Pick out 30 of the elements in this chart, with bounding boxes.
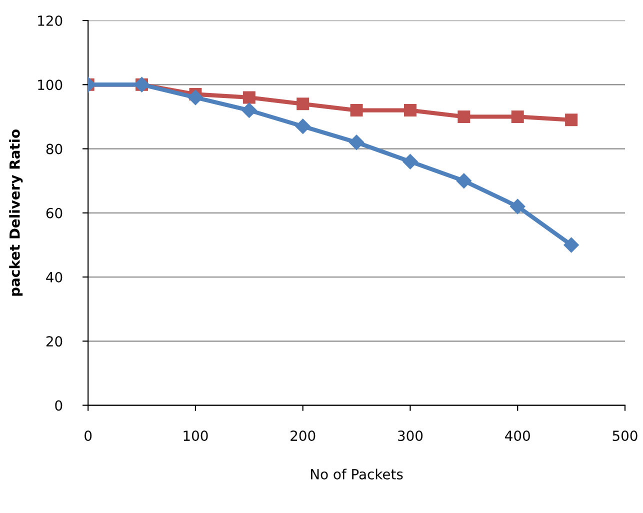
point <box>404 104 416 117</box>
point <box>458 110 470 123</box>
point <box>456 173 472 188</box>
x-tick-label: 100 <box>184 430 208 442</box>
y-tick-label: 80 <box>46 144 62 154</box>
point <box>188 90 204 106</box>
y-tick-label: 0 <box>55 400 62 411</box>
x-tick-label: 0 <box>84 430 92 442</box>
x-tick-label: 200 <box>290 430 316 442</box>
y-tick-label: 40 <box>46 272 62 282</box>
x-tick-label: 400 <box>505 430 530 442</box>
x-tick-label: 300 <box>398 430 423 442</box>
y-tick-label: 20 <box>46 336 62 347</box>
point <box>348 134 364 150</box>
point <box>350 104 363 117</box>
point <box>295 118 310 134</box>
y-tick-label: 60 <box>46 208 62 218</box>
x-axis-title: No of Packets <box>311 468 403 480</box>
y-tick-label: 120 <box>38 15 62 26</box>
point <box>296 98 310 110</box>
x-tick-label: 500 <box>612 430 638 442</box>
point <box>511 110 524 123</box>
point <box>242 91 256 104</box>
point <box>402 154 418 170</box>
point <box>510 198 526 214</box>
y-axis-title: packet Delivery Ratio <box>9 129 23 296</box>
point <box>564 237 579 253</box>
point <box>565 114 578 126</box>
y-tick-label: 100 <box>38 80 62 90</box>
point <box>242 102 257 118</box>
